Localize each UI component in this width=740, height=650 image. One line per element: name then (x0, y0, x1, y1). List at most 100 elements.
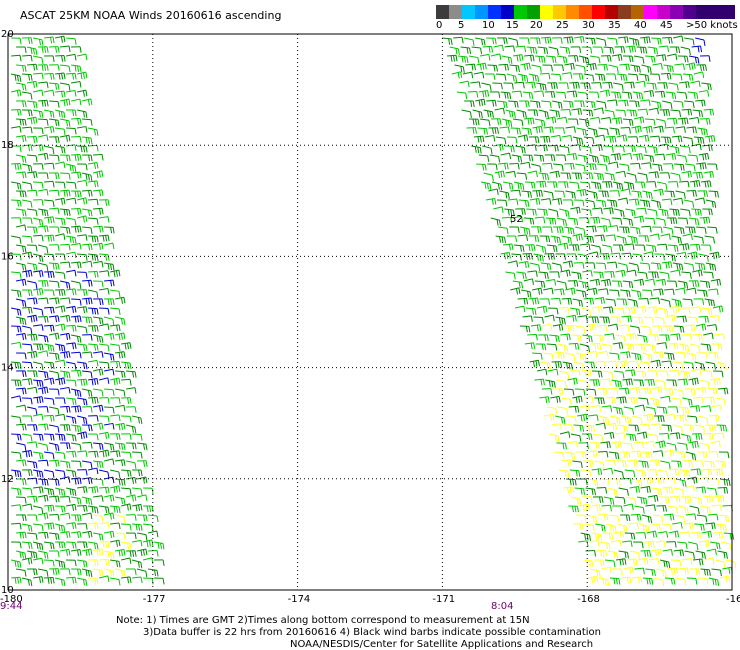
wind-barb (654, 316, 665, 325)
wind-barb (11, 451, 22, 460)
wind-barb (488, 127, 499, 134)
wind-barb (110, 289, 121, 298)
wind-barb (611, 117, 623, 125)
wind-barb (27, 280, 38, 289)
wind-barb (671, 460, 682, 468)
wind-barb (700, 343, 712, 352)
wind-barb (88, 522, 99, 530)
wind-barb (613, 469, 624, 479)
wind-barb (575, 163, 586, 172)
wind-barb (528, 136, 540, 144)
wind-barb (613, 244, 624, 252)
wind-barb (668, 530, 680, 538)
wind-barb (631, 125, 642, 134)
wind-barb (115, 548, 126, 557)
wind-barb (625, 433, 637, 442)
wind-barb (663, 449, 675, 457)
wind-barb (38, 315, 49, 323)
scale-label: 10 (482, 20, 495, 31)
wind-barb (16, 514, 27, 521)
wind-barb (495, 136, 507, 145)
wind-barb (66, 503, 77, 511)
wind-barb (693, 298, 705, 305)
rain-flag-label: 52 (510, 214, 523, 225)
wind-barb (674, 514, 686, 524)
scale-swatch (540, 5, 553, 19)
wind-barb (695, 550, 706, 559)
wind-barb (586, 163, 597, 171)
wind-barb (93, 351, 104, 358)
wind-barb (585, 37, 596, 45)
wind-barb (573, 199, 585, 207)
wind-barb (77, 109, 88, 118)
wind-barb (582, 496, 593, 503)
wind-barb (506, 136, 518, 144)
wind-barb (640, 485, 651, 493)
wind-barb (702, 144, 713, 152)
wind-barb (702, 370, 713, 378)
wind-barb (698, 90, 710, 97)
wind-barb (680, 46, 691, 56)
wind-barb (93, 495, 104, 502)
wind-barb (11, 433, 22, 441)
wind-barb (523, 278, 534, 285)
wind-barb (553, 451, 565, 459)
wind-barb (600, 116, 612, 124)
wind-barb (617, 523, 628, 533)
wind-barb (110, 450, 121, 458)
wind-barb (623, 243, 635, 251)
wind-barb (532, 190, 543, 197)
wind-barb (27, 333, 38, 341)
wind-barb (66, 90, 77, 97)
wind-barb (682, 136, 694, 145)
wind-barb (714, 559, 726, 568)
wind-barb (510, 287, 521, 295)
wind-barb (476, 62, 487, 71)
wind-barb (613, 370, 625, 379)
wind-barb (621, 477, 632, 485)
wind-barb (568, 405, 580, 413)
wind-barb (60, 226, 71, 235)
wind-barb (578, 540, 589, 547)
wind-barb (684, 100, 695, 108)
wind-barb (688, 117, 700, 124)
wind-barb (622, 217, 634, 226)
wind-barb (620, 127, 631, 134)
wind-barb (578, 280, 589, 290)
wind-barb (622, 378, 633, 386)
wind-barb (60, 568, 71, 576)
wind-barb (49, 64, 60, 71)
wind-barb (566, 415, 577, 423)
wind-barb (678, 55, 689, 63)
wind-barb (451, 71, 463, 79)
wind-barb (33, 72, 44, 80)
wind-barb (16, 370, 27, 377)
wind-barb (581, 46, 593, 54)
wind-barb (554, 127, 565, 134)
wind-barb (110, 577, 121, 586)
wind-barb (505, 109, 516, 119)
wind-barb (643, 90, 655, 98)
wind-barb (554, 288, 565, 296)
wind-barb (609, 190, 620, 197)
wind-barb (11, 108, 22, 116)
wind-barb (560, 269, 571, 277)
wind-barb (493, 143, 504, 151)
wind-barb (77, 343, 88, 352)
wind-barb (670, 333, 681, 341)
wind-barb (66, 144, 77, 151)
wind-barb (658, 143, 669, 151)
wind-barb (467, 90, 479, 98)
wind-barb (694, 523, 705, 531)
wind-barb (548, 208, 559, 218)
wind-barb (589, 442, 600, 449)
wind-barb (640, 36, 651, 44)
wind-barb (664, 190, 675, 198)
wind-barb (606, 422, 617, 430)
wind-barb (614, 46, 626, 53)
wind-barb (71, 442, 82, 451)
wind-barb (610, 252, 621, 260)
wind-barb (644, 540, 655, 548)
wind-barb (689, 568, 700, 575)
wind-barb (578, 55, 590, 65)
